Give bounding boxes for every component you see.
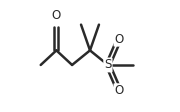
Text: S: S [104, 58, 112, 71]
Text: O: O [52, 9, 61, 22]
Text: O: O [114, 84, 124, 97]
Text: O: O [114, 33, 124, 46]
